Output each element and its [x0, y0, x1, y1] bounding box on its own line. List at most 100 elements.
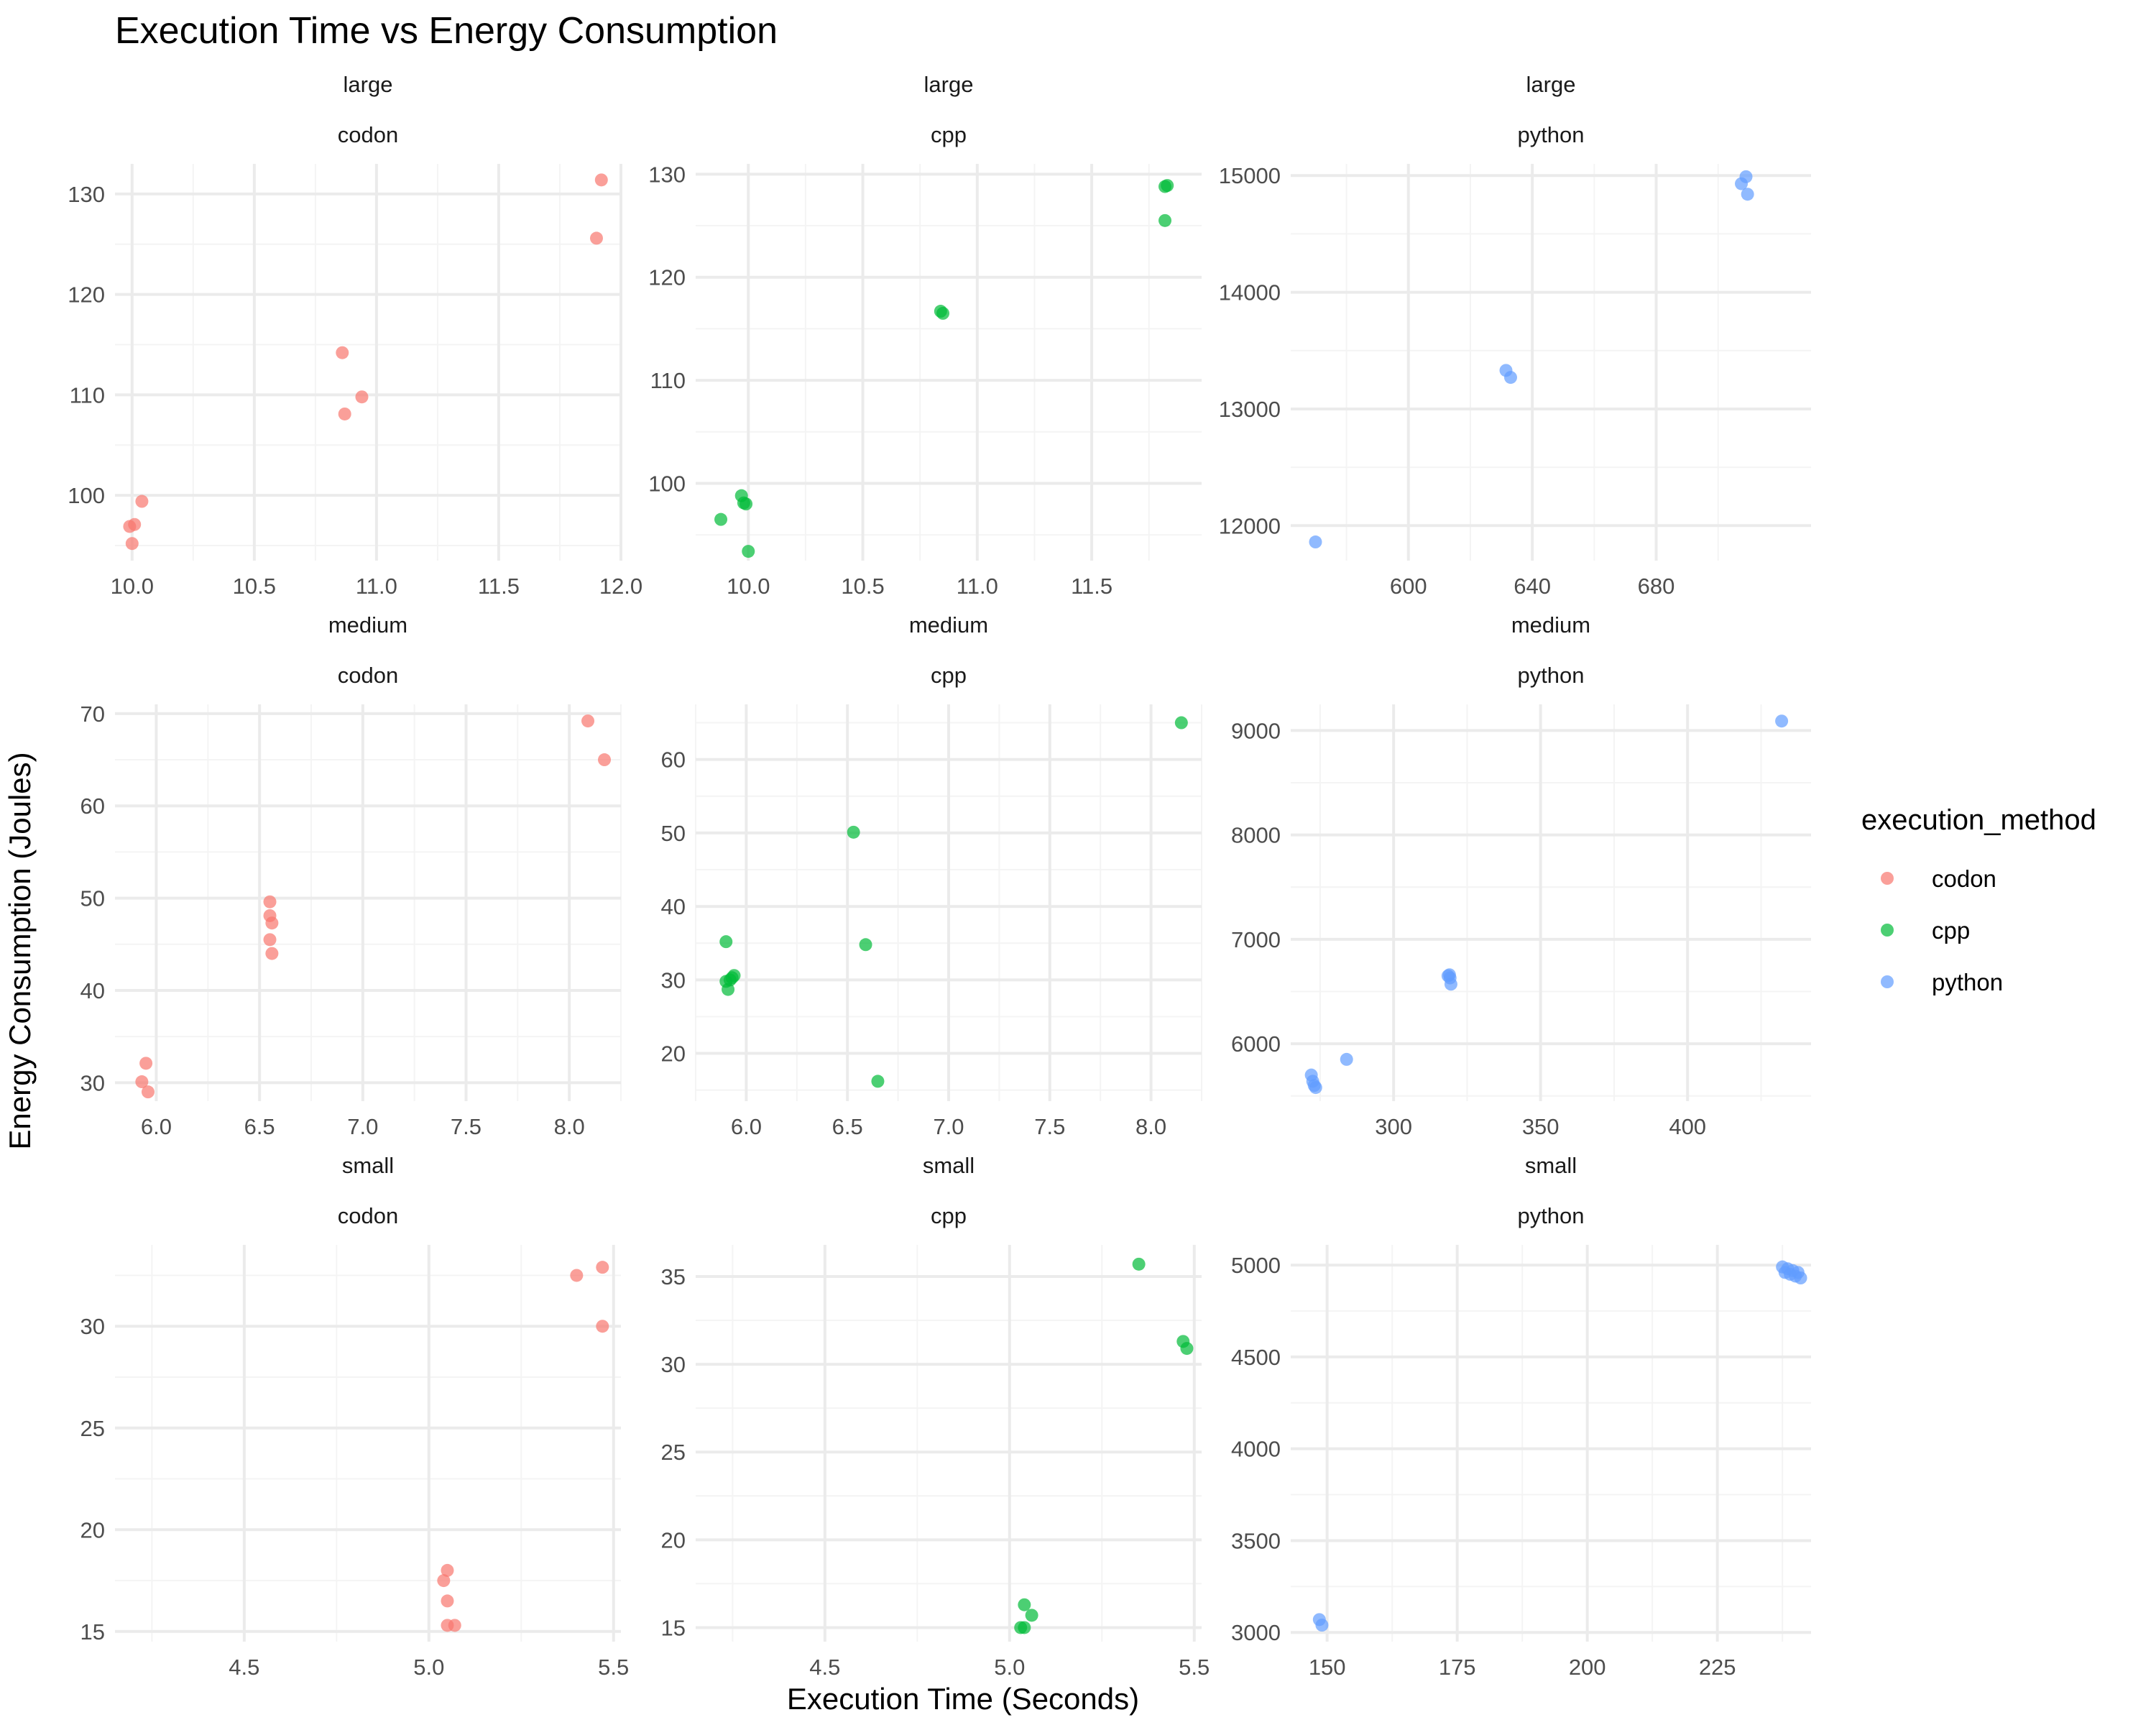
data-point	[437, 1574, 451, 1588]
x-tick-label: 11.5	[478, 574, 520, 599]
y-tick-label: 110	[70, 382, 105, 408]
data-point	[859, 938, 872, 952]
x-tick-label: 6.0	[141, 1114, 172, 1139]
x-tick-label: 6.0	[731, 1114, 762, 1139]
facet-strip-method: codon	[338, 1203, 398, 1228]
points-cpp	[1014, 1257, 1194, 1634]
facet-strip-size: large	[1526, 72, 1576, 97]
data-point	[570, 1269, 584, 1282]
data-point	[1340, 1052, 1353, 1066]
x-tick-label: 11.0	[356, 574, 397, 599]
x-tick-label: 5.5	[1179, 1655, 1210, 1680]
legend-label: python	[1932, 969, 2003, 995]
data-point	[871, 1075, 885, 1088]
legend-title: execution_method	[1861, 804, 2096, 836]
gridlines	[696, 1245, 1202, 1642]
data-point	[263, 933, 277, 947]
data-point	[1158, 213, 1172, 227]
data-point	[441, 1563, 454, 1577]
points-codon	[123, 173, 608, 551]
y-tick-label: 15	[80, 1619, 105, 1644]
points-python	[1312, 1260, 1807, 1632]
gridlines	[115, 1245, 621, 1642]
y-tick-label: 9000	[1231, 718, 1281, 743]
y-tick-label: 14000	[1219, 280, 1281, 305]
data-point	[1132, 1257, 1146, 1271]
y-tick-label: 30	[661, 967, 686, 993]
legend-item-python: python	[1881, 969, 2003, 995]
legend-item-cpp: cpp	[1881, 917, 1970, 944]
y-tick-label: 50	[80, 886, 105, 911]
panel-large-codon: large codon 10.0 10.5 11.0 11.5 12.0 100 110 120 1…	[68, 72, 642, 599]
data-point	[847, 825, 860, 839]
data-point	[1161, 179, 1174, 193]
gridlines	[115, 164, 622, 561]
gridlines	[1291, 704, 1811, 1101]
data-point	[596, 1320, 609, 1333]
y-tick-label: 20	[661, 1527, 686, 1552]
panel-small-codon: small codon 4.5 5.0 5.5 15 20 25 30	[80, 1153, 630, 1680]
data-point	[936, 306, 950, 320]
y-tick-label: 110	[650, 368, 686, 393]
facet-strip-method: cpp	[931, 663, 967, 688]
data-point	[1503, 371, 1517, 385]
x-tick-label: 8.0	[1135, 1114, 1166, 1139]
y-tick-label: 13000	[1219, 397, 1281, 422]
y-tick-label: 7000	[1231, 927, 1281, 952]
y-tick-label: 15	[661, 1615, 686, 1640]
data-point	[263, 895, 277, 908]
data-point	[1315, 1619, 1329, 1632]
x-tick-label: 5.0	[413, 1655, 444, 1680]
x-tick-label: 7.5	[1034, 1114, 1065, 1139]
x-tick-label: 12.0	[599, 574, 642, 599]
points-cpp	[714, 179, 1174, 558]
data-point	[719, 935, 733, 949]
data-point	[125, 537, 139, 551]
x-tick-label: 4.5	[229, 1655, 259, 1680]
gridlines	[695, 704, 1202, 1101]
x-tick-label: 600	[1390, 574, 1427, 599]
x-tick-label: 5.5	[598, 1655, 629, 1680]
y-tick-label: 12000	[1219, 513, 1281, 538]
legend-key-python	[1881, 975, 1894, 988]
legend-key-codon	[1881, 872, 1894, 885]
y-tick-label: 25	[661, 1440, 686, 1465]
y-tick-label: 100	[68, 483, 105, 508]
data-point	[448, 1619, 461, 1632]
points-codon	[135, 714, 612, 1099]
facet-strip-size: medium	[909, 612, 988, 638]
data-point	[714, 512, 728, 526]
y-tick-label: 5000	[1231, 1253, 1281, 1278]
y-tick-label: 30	[80, 1070, 105, 1095]
facet-strip-size: large	[344, 72, 393, 97]
y-tick-label: 40	[80, 978, 105, 1003]
x-tick-label: 225	[1699, 1655, 1736, 1680]
y-tick-label: 120	[648, 265, 686, 290]
data-point	[139, 1057, 153, 1070]
facet-strip-size: large	[924, 72, 974, 97]
legend-label: cpp	[1932, 917, 1970, 944]
x-tick-label: 400	[1669, 1114, 1706, 1139]
data-point	[355, 390, 369, 404]
data-point	[1794, 1271, 1807, 1284]
facet-strip-method: python	[1517, 1203, 1584, 1228]
y-tick-label: 120	[68, 282, 105, 308]
y-tick-label: 4000	[1231, 1437, 1281, 1462]
y-tick-label: 130	[68, 182, 105, 207]
data-point	[1309, 1081, 1322, 1095]
y-tick-label: 8000	[1231, 823, 1281, 848]
legend-item-codon: codon	[1881, 865, 1996, 892]
points-python	[1304, 714, 1789, 1095]
points-codon	[437, 1261, 609, 1632]
facet-strip-method: cpp	[931, 122, 967, 147]
y-tick-label: 40	[661, 894, 686, 919]
x-tick-label: 10.5	[841, 574, 884, 599]
y-tick-label: 70	[80, 702, 105, 727]
y-tick-label: 6000	[1231, 1031, 1281, 1057]
y-tick-label: 30	[661, 1352, 686, 1377]
facet-strip-method: python	[1517, 663, 1584, 688]
facet-strip-size: medium	[328, 612, 407, 638]
facet-strip-size: small	[1525, 1153, 1577, 1178]
y-axis-title: Energy Consumption (Joules)	[3, 752, 37, 1149]
